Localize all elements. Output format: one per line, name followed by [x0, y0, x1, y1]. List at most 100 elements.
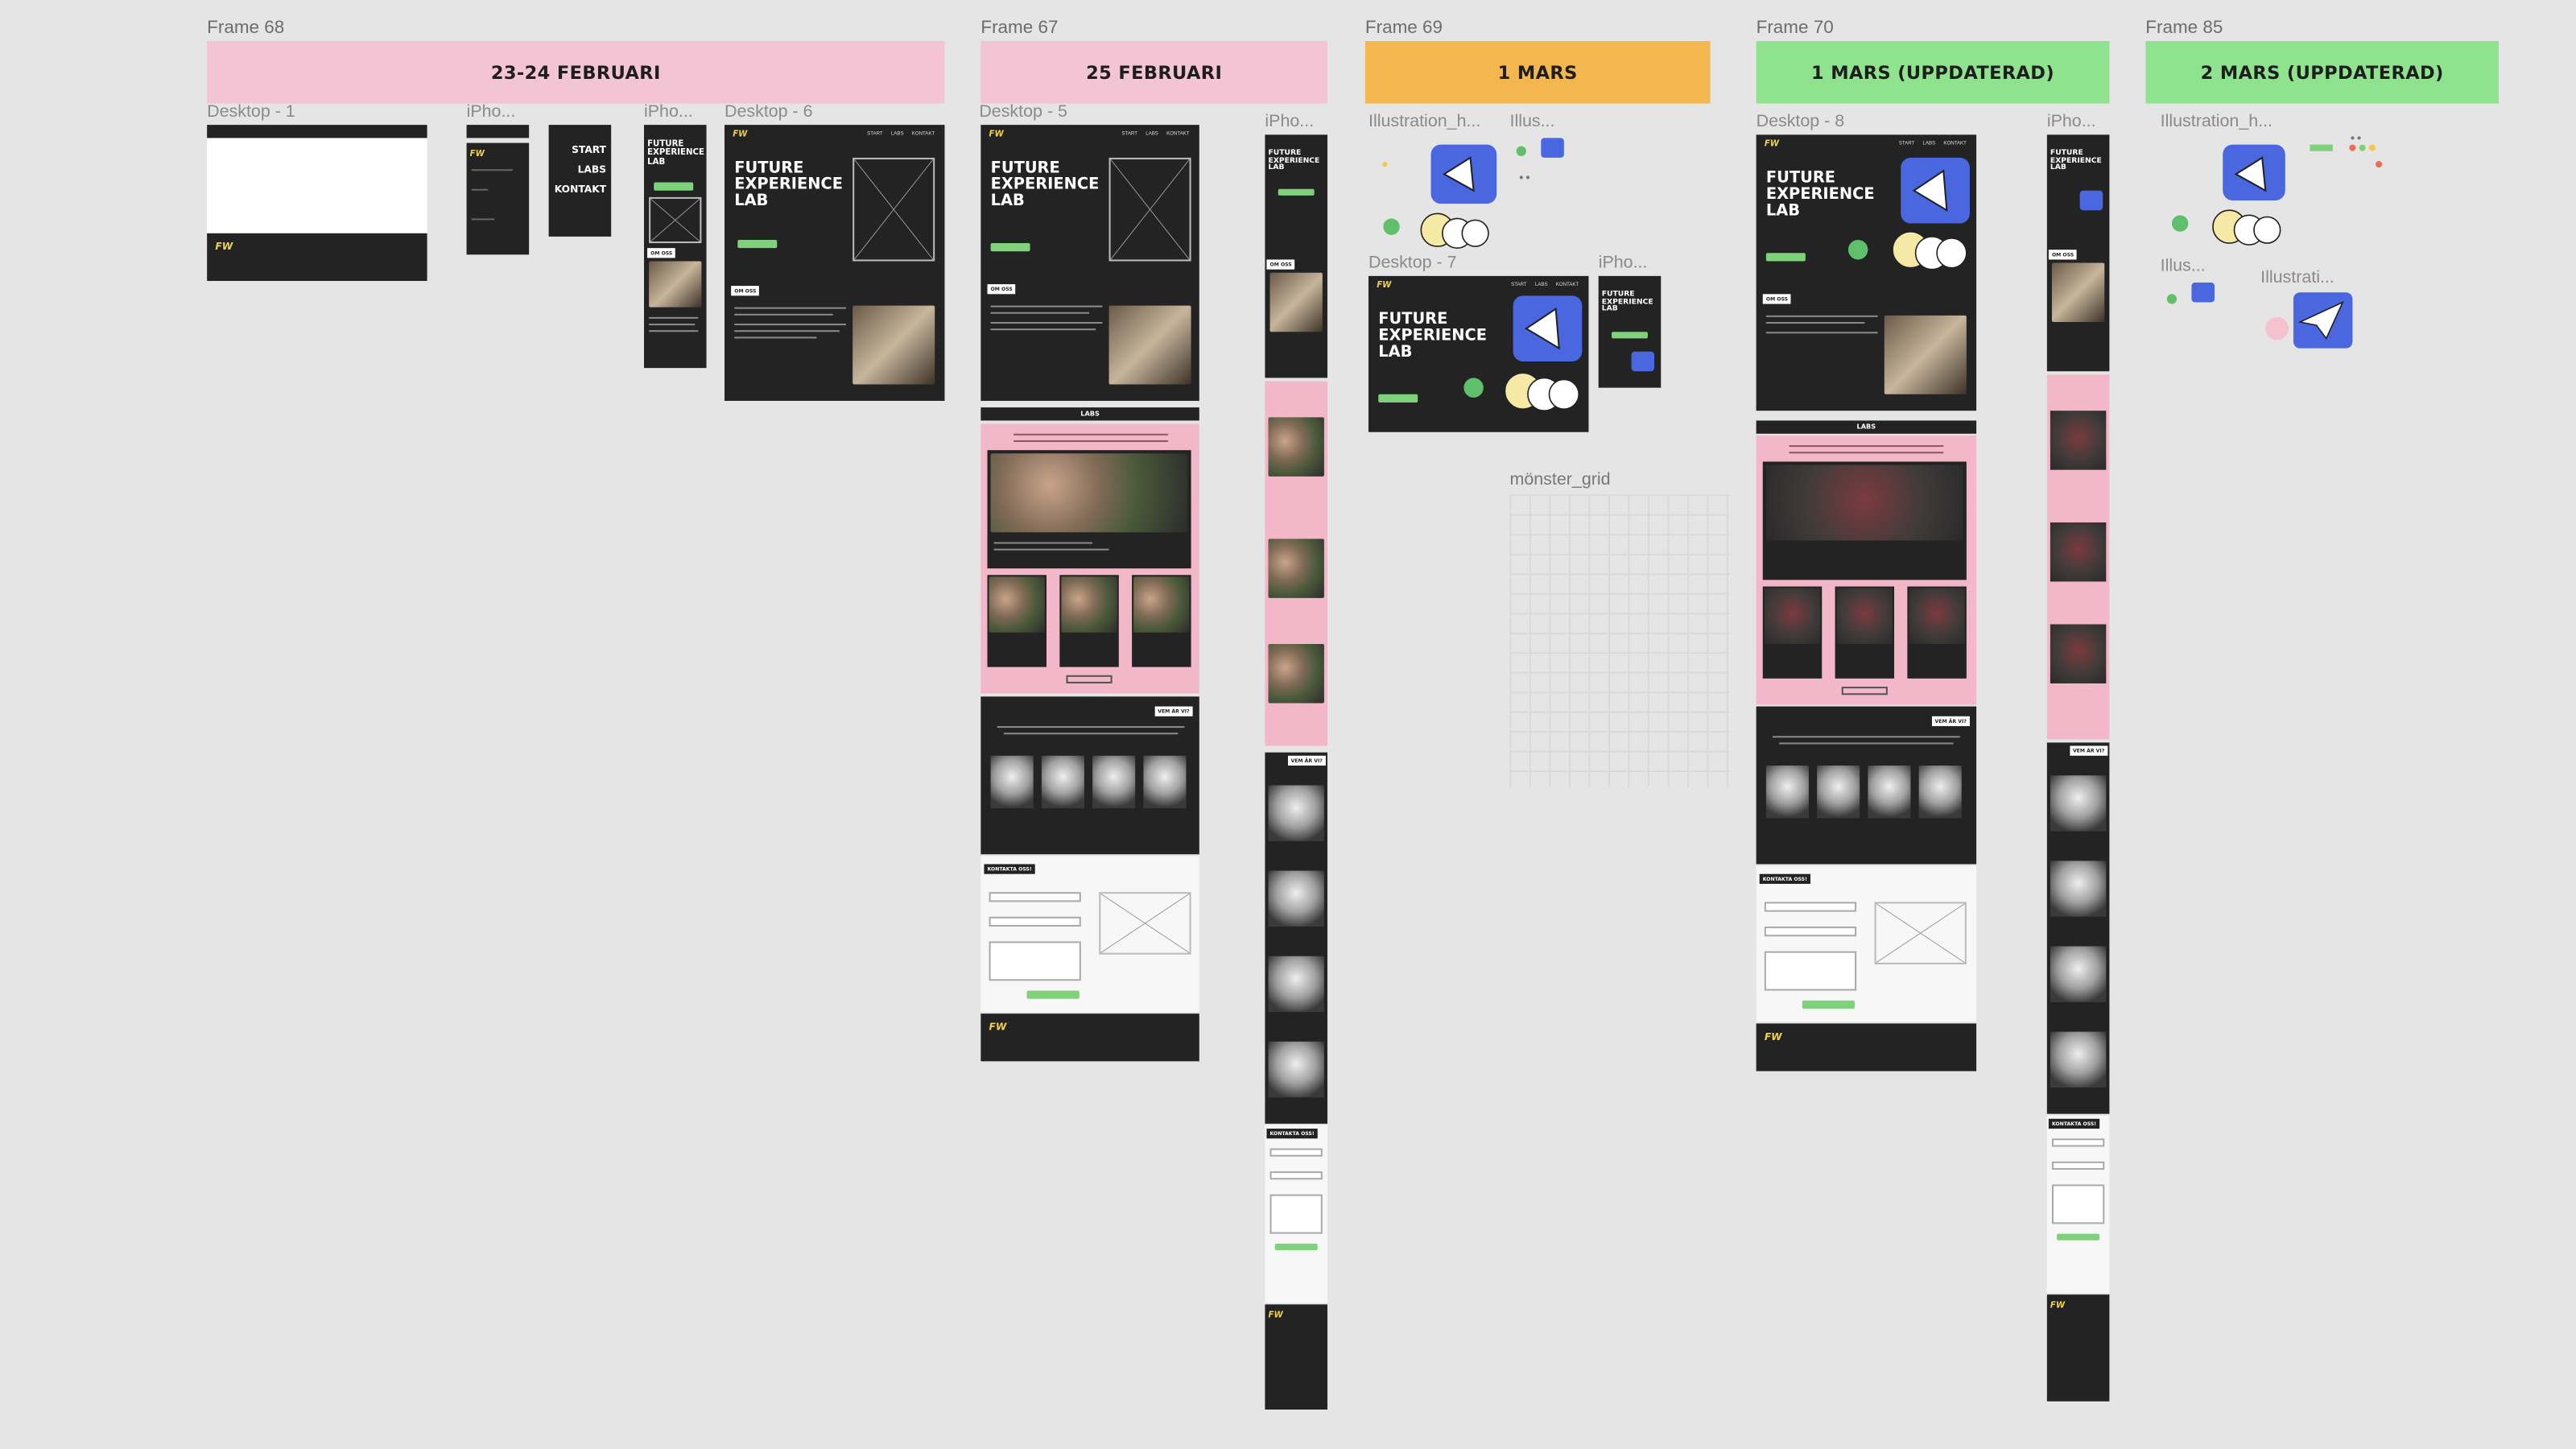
frame-label[interactable]: Frame 69: [1364, 18, 1443, 38]
team-photo: [990, 755, 1034, 809]
nav-start[interactable]: START: [1511, 280, 1527, 288]
desktop-frame[interactable]: FW START LABS KONTAKT FUTURE EXPERIENCE LA…: [724, 125, 945, 401]
lab-card-large[interactable]: [987, 450, 1191, 569]
pattern-grid[interactable]: [1509, 494, 1730, 787]
screen-label[interactable]: iPho...: [2046, 111, 2096, 132]
cta-button[interactable]: [1378, 394, 1418, 402]
lab-card[interactable]: [1132, 575, 1191, 667]
menu-item-start[interactable]: START: [572, 144, 607, 156]
frame-label[interactable]: Frame 70: [1756, 18, 1834, 38]
megaphone-illustration[interactable]: [2161, 134, 2292, 256]
paper-plane-illustration[interactable]: [2260, 289, 2355, 358]
screen-label[interactable]: iPho...: [643, 101, 693, 122]
screen-label[interactable]: Illus...: [2160, 256, 2206, 276]
site-footer: FW: [207, 233, 427, 281]
message-field[interactable]: [1764, 951, 1857, 991]
phone-field[interactable]: [989, 916, 1081, 927]
hero-title-line: EXPERIENCE: [1601, 298, 1653, 308]
nav-labs[interactable]: LABS: [1146, 130, 1158, 137]
hero-title-line: LAB: [647, 156, 666, 167]
mobile-frame[interactable]: FUTURE EXPERIENCE LAB OM OSS: [643, 125, 707, 369]
mobile-menu-frame[interactable]: START LABS KONTAKT: [548, 125, 612, 237]
desktop-frame[interactable]: FW START LABS KONTAKT FUTURE EXPERIENCE LA…: [1368, 275, 1589, 432]
team-section: VEM ÄR VI?: [1756, 706, 1977, 865]
screen-label[interactable]: mönster_grid: [1509, 469, 1611, 490]
desktop-frame[interactable]: FW START LABS KONTAKT FUTURE EXPERIENCE LA…: [980, 125, 1199, 1062]
mobile-frame[interactable]: FUTURE EXPERIENCE LAB OM OSS VEM ÄR VI? …: [1265, 134, 1327, 1410]
labs-heading: LABS: [1856, 422, 1876, 431]
screen-label[interactable]: Illustration_h...: [1368, 111, 1481, 132]
name-field[interactable]: [989, 892, 1081, 902]
nav-labs[interactable]: LABS: [890, 130, 904, 137]
menu-item-labs[interactable]: LABS: [577, 164, 607, 176]
screen-label[interactable]: Desktop - 8: [1756, 111, 1845, 132]
mobile-frame[interactable]: FW: [466, 142, 530, 255]
mobile-frame[interactable]: FUTURE EXPERIENCE LAB: [1598, 275, 1662, 388]
nav-kontakt[interactable]: KONTAKT: [1166, 130, 1190, 137]
cta-button[interactable]: [1765, 253, 1806, 262]
team-photo: [1041, 755, 1084, 809]
contact-section: KONTAKTA OSS!: [2046, 1115, 2110, 1294]
screen-label[interactable]: Illustration_h...: [2160, 111, 2273, 132]
desktop-frame[interactable]: FW: [207, 125, 427, 281]
frame-label[interactable]: Frame 85: [2145, 18, 2223, 38]
more-labs-button[interactable]: [1841, 687, 1888, 696]
image-placeholder: [649, 196, 702, 244]
small-illustration[interactable]: [2162, 279, 2225, 319]
nav-start[interactable]: START: [867, 130, 883, 137]
om-oss-tag: OM OSS: [987, 284, 1016, 295]
lab-card-large[interactable]: [1762, 461, 1967, 580]
desktop-frame[interactable]: FW START LABS KONTAKT FUTURE EXPERIENCE LA…: [1756, 134, 1977, 1071]
mobile-header[interactable]: [466, 125, 530, 138]
hero-title-line: LAB: [2050, 164, 2066, 174]
hero-title-line: EXPERIENCE: [1378, 327, 1487, 345]
frame-label[interactable]: Frame 67: [980, 18, 1059, 38]
team-section: VEM ÄR VI?: [980, 696, 1199, 855]
screen-label[interactable]: Desktop - 1: [207, 101, 295, 122]
cta-button[interactable]: [990, 243, 1030, 252]
screen-label[interactable]: iPho...: [466, 101, 516, 122]
cta-button[interactable]: [654, 182, 694, 191]
about-photo: [852, 305, 935, 385]
screen-label[interactable]: Desktop - 6: [724, 101, 813, 122]
icon-set-illustration[interactable]: [2300, 131, 2392, 177]
cta-button[interactable]: [737, 239, 778, 249]
name-field[interactable]: [1764, 902, 1857, 912]
nav-start[interactable]: START: [1121, 130, 1137, 137]
megaphone-illustration[interactable]: [1372, 134, 1503, 262]
screen-label[interactable]: iPho...: [1598, 253, 1648, 273]
message-field[interactable]: [989, 941, 1081, 981]
menu-item-kontakt[interactable]: KONTAKT: [554, 184, 607, 196]
screen-label[interactable]: Illustrati...: [2260, 267, 2334, 288]
hero-title-line: LAB: [1378, 343, 1413, 361]
screen-label[interactable]: Desktop - 7: [1368, 253, 1457, 273]
nav-labs[interactable]: LABS: [1534, 280, 1548, 288]
nav-start[interactable]: START: [1898, 139, 1915, 147]
lab-card[interactable]: [1835, 586, 1895, 679]
nav-kontakt[interactable]: KONTAKT: [1943, 139, 1967, 147]
mobile-frame[interactable]: FUTURE EXPERIENCE LAB OM OSS VEM ÄR VI? …: [2046, 134, 2110, 1402]
lab-card[interactable]: [1907, 586, 1967, 679]
screen-label[interactable]: Illus...: [1509, 111, 1555, 132]
nav-labs[interactable]: LABS: [1922, 139, 1936, 147]
small-illustration[interactable]: [1512, 134, 1571, 184]
cta-button[interactable]: [1612, 332, 1648, 339]
frame-label[interactable]: Frame 68: [207, 18, 285, 38]
screen-label[interactable]: iPho...: [1265, 111, 1315, 132]
hero-section: FW START LABS KONTAKT FUTURE EXPERIENCE LA…: [980, 125, 1199, 401]
lab-card[interactable]: [1762, 586, 1823, 679]
logo-icon: FW: [989, 130, 1004, 140]
nav-kontakt[interactable]: KONTAKT: [1555, 280, 1579, 288]
lab-card[interactable]: [987, 575, 1046, 667]
screen-label[interactable]: Desktop - 5: [979, 101, 1067, 122]
lab-card[interactable]: [1059, 575, 1119, 667]
frame-banner: 25 FEBRUARI: [980, 41, 1327, 104]
nav-kontakt[interactable]: KONTAKT: [911, 130, 935, 137]
send-button[interactable]: [1026, 990, 1080, 999]
more-labs-button[interactable]: [1066, 675, 1113, 683]
phone-field[interactable]: [1764, 927, 1857, 937]
labs-bar: LABS: [980, 407, 1199, 421]
send-button[interactable]: [1802, 1000, 1856, 1009]
cta-button[interactable]: [1278, 188, 1315, 196]
